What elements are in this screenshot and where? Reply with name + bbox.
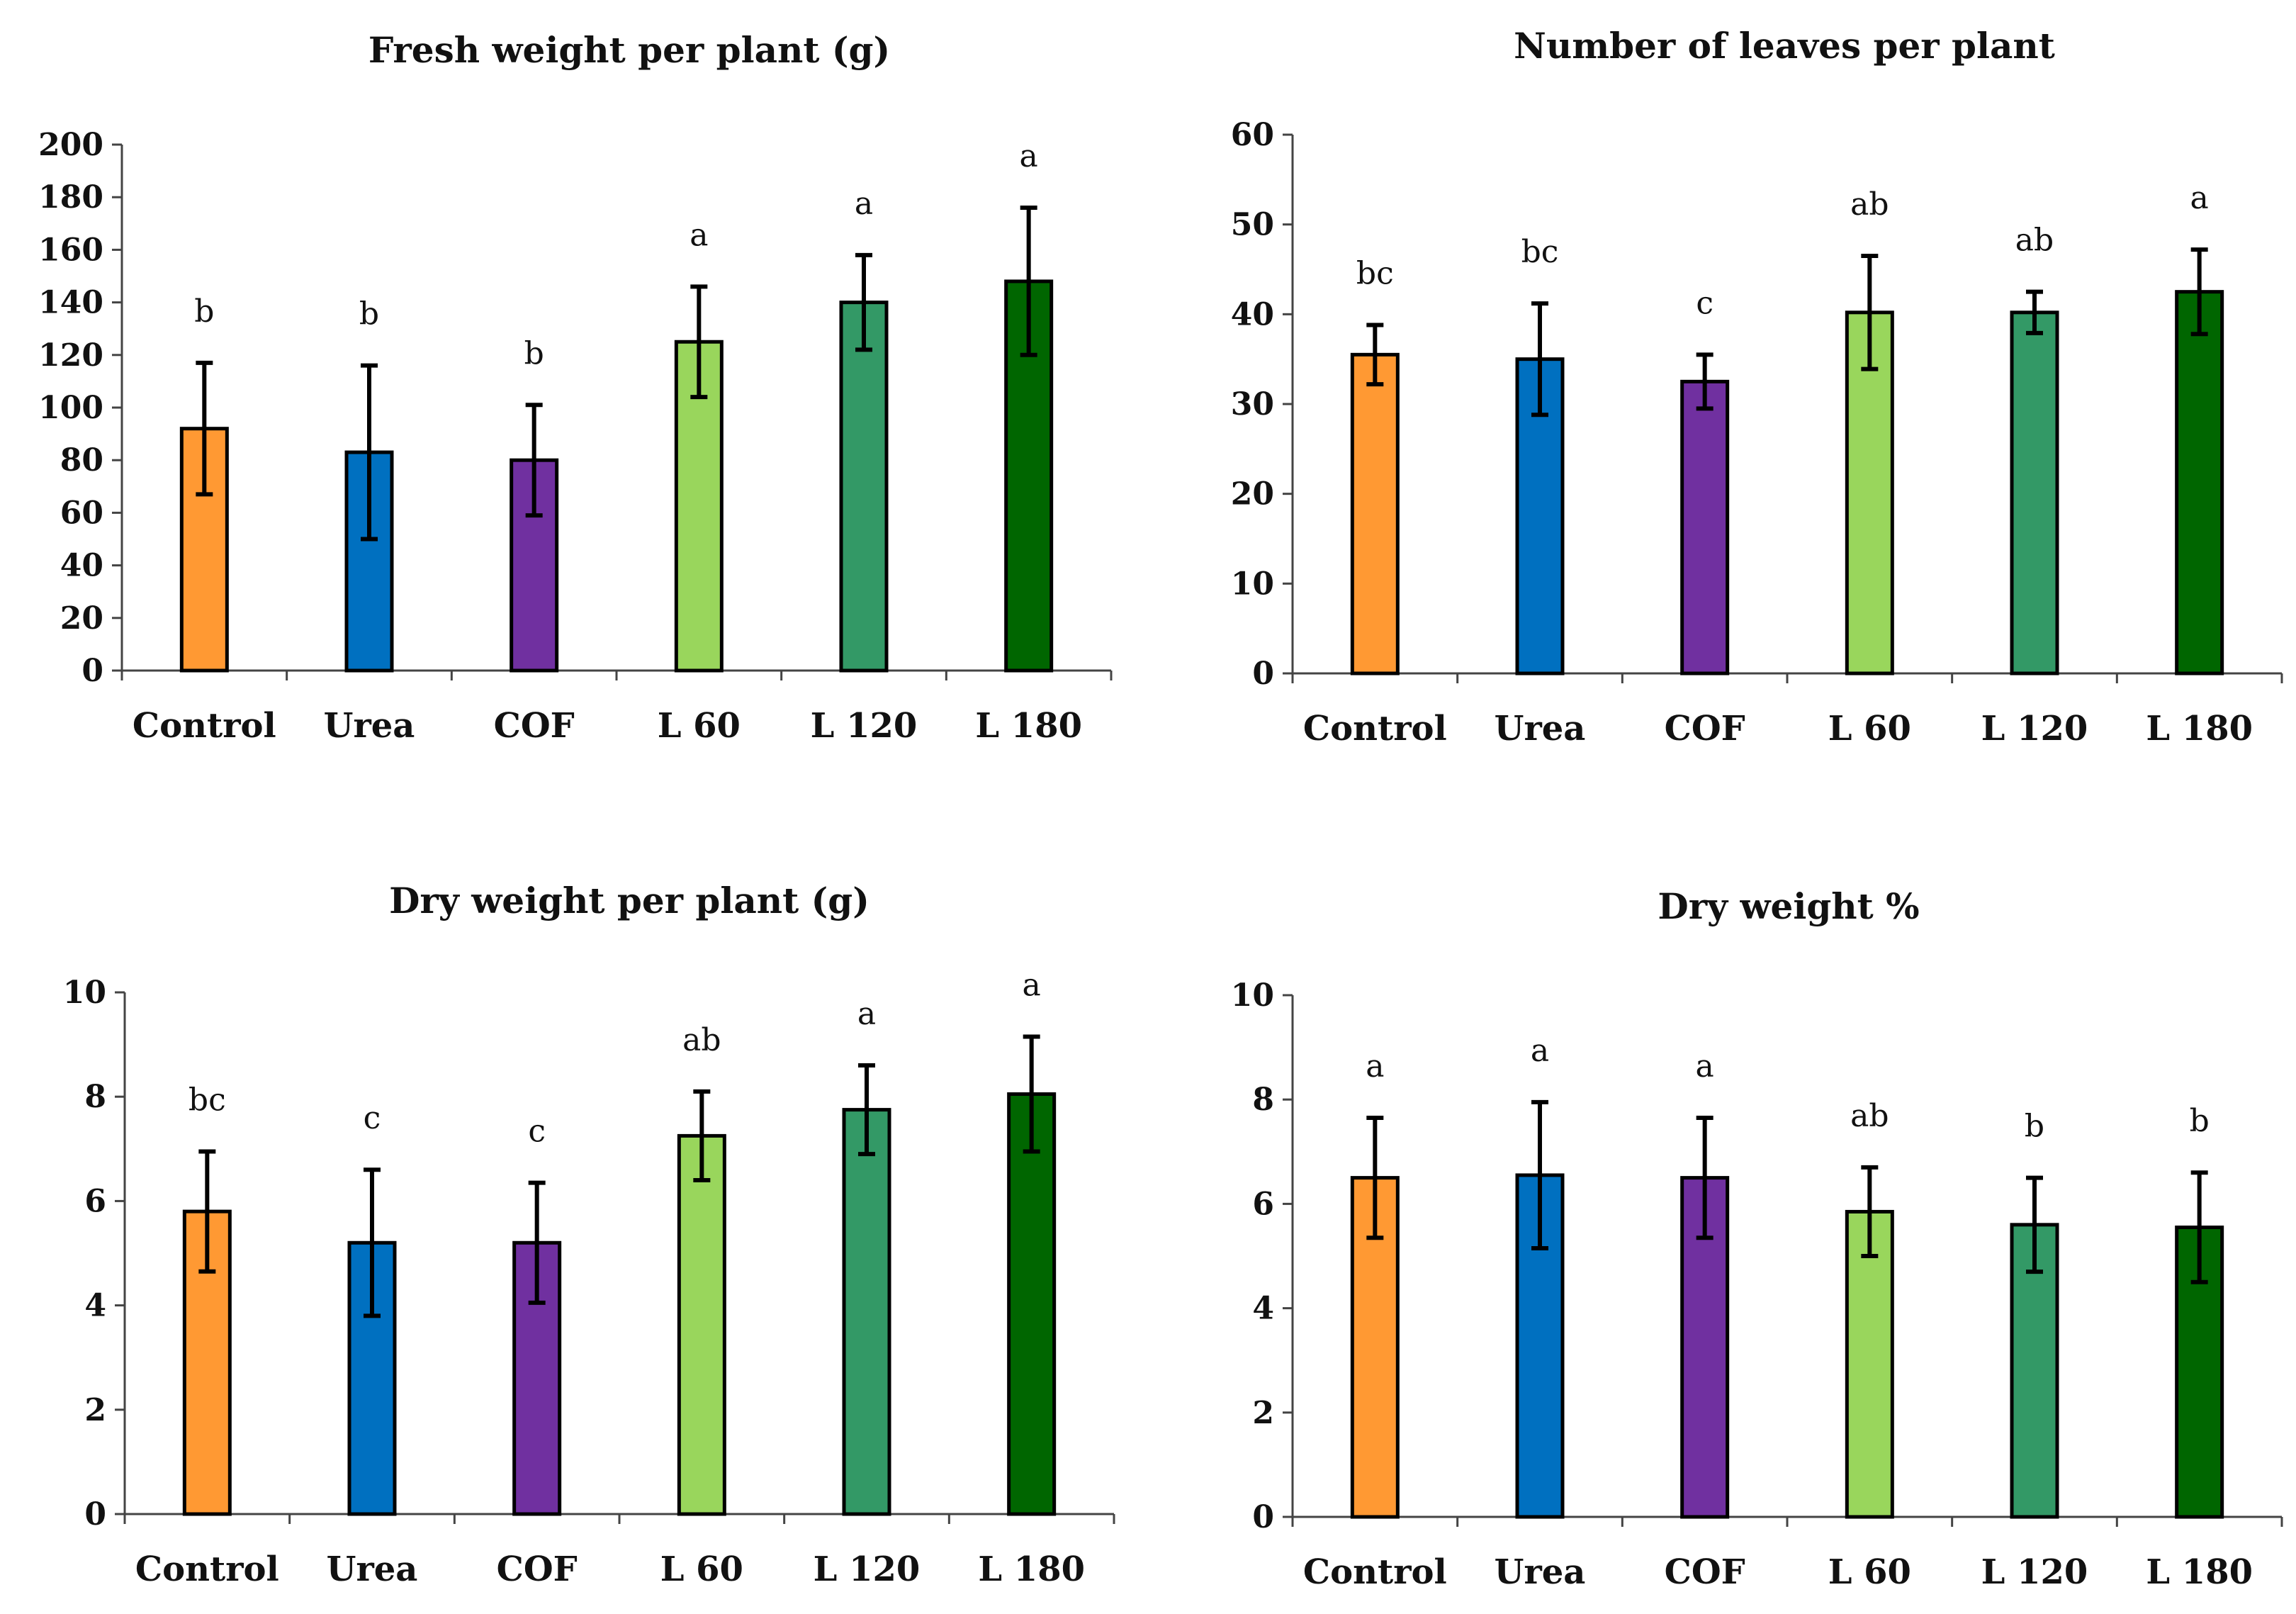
y-tick-label: 0 — [1252, 656, 1274, 692]
x-tick-label: L 60 — [1828, 1552, 1911, 1592]
chart-title: Number of leaves per plant — [1514, 25, 2055, 67]
y-tick-label: 10 — [1231, 977, 1274, 1014]
bar-cof — [1680, 379, 1730, 676]
x-tick-label: L 60 — [660, 1549, 743, 1589]
significance-letter: b — [524, 335, 544, 371]
significance-letter: bc — [1356, 256, 1394, 292]
significance-letter: a — [1366, 1048, 1384, 1085]
y-tick-label: 20 — [60, 600, 103, 637]
chart-fresh-weight: Fresh weight per plant (g) 0 20 40 60 80 100 12… — [38, 29, 1113, 746]
y-tick-label: 6 — [84, 1183, 106, 1219]
x-tick-label: L 180 — [2146, 1552, 2253, 1592]
significance-letter: c — [364, 1100, 381, 1136]
x-tick-label: L 120 — [814, 1549, 921, 1589]
x-tick-label: L 120 — [1981, 709, 2088, 749]
x-tick-label: Control — [1303, 709, 1447, 749]
y-tick-label: 80 — [60, 442, 103, 478]
y-tick-label: 200 — [38, 127, 103, 163]
y-tick-label: 2 — [1252, 1395, 1274, 1431]
y-tick-label: 60 — [1231, 117, 1274, 153]
significance-letter: ab — [1850, 186, 1889, 223]
x-tick-label: Control — [133, 706, 276, 746]
significance-letter: a — [855, 186, 873, 222]
bar-control — [1350, 352, 1400, 676]
y-tick-label: 6 — [1252, 1186, 1274, 1222]
y-tick-label: 4 — [1252, 1291, 1274, 1327]
significance-letter: a — [690, 217, 708, 253]
bar-l-120 — [2010, 310, 2059, 676]
y-tick-label: 10 — [1231, 566, 1274, 602]
y-tick-label: 0 — [81, 653, 103, 689]
significance-letter: b — [2190, 1103, 2210, 1139]
x-tick-label: L 120 — [1981, 1552, 2088, 1592]
x-tick-label: Urea — [1495, 709, 1586, 749]
y-tick-label: 40 — [60, 548, 103, 584]
y-tick-label: 30 — [1231, 386, 1274, 422]
chart-title: Dry weight per plant (g) — [389, 880, 870, 921]
x-tick-label: Urea — [1495, 1552, 1586, 1592]
significance-letter: ab — [1850, 1098, 1889, 1134]
bar-l-180 — [2175, 290, 2224, 676]
x-tick-label: L 180 — [978, 1549, 1085, 1589]
x-tick-label: L 60 — [1828, 709, 1911, 749]
y-tick-label: 60 — [60, 495, 103, 531]
y-tick-label: 50 — [1231, 207, 1274, 243]
bar-l-120 — [839, 301, 889, 673]
x-tick-label: Urea — [327, 1549, 418, 1589]
significance-letter: b — [359, 296, 379, 332]
significance-letter: b — [194, 293, 214, 330]
bar-urea — [1515, 1173, 1565, 1519]
bar-l-180 — [1007, 1092, 1057, 1516]
y-tick-label: 2 — [84, 1392, 106, 1428]
chart-leaves: Number of leaves per plant 0 10 20 30 40 50 60 b… — [1231, 25, 2283, 749]
x-tick-label: Control — [135, 1549, 279, 1589]
significance-letter: a — [2190, 180, 2209, 216]
y-tick-label: 20 — [1231, 476, 1274, 512]
y-tick-label: 140 — [38, 285, 103, 321]
chart-dry-weight: Dry weight per plant (g) 0 2 4 6 8 10 bc Control… — [63, 880, 1115, 1589]
x-tick-label: L 180 — [975, 706, 1082, 746]
y-tick-label: 40 — [1231, 296, 1274, 332]
y-tick-label: 100 — [38, 390, 103, 426]
significance-letter: a — [1696, 1048, 1714, 1085]
significance-letter: ab — [682, 1022, 721, 1058]
significance-letter: a — [1020, 138, 1038, 174]
chart-dry-weight-pct: Dry weight % 0 2 4 6 8 10 a Control a Urea a COF ab L … — [1231, 885, 2283, 1592]
y-tick-label: 8 — [84, 1079, 106, 1115]
significance-letter: bc — [188, 1082, 226, 1118]
significance-letter: a — [857, 996, 876, 1032]
bar-cof — [510, 458, 559, 673]
significance-letter: ab — [2015, 223, 2054, 259]
y-tick-label: 0 — [84, 1496, 106, 1532]
y-tick-label: 160 — [38, 232, 103, 268]
x-tick-label: COF — [1665, 709, 1745, 749]
x-tick-label: COF — [494, 706, 575, 746]
y-tick-label: 0 — [1252, 1499, 1274, 1535]
y-tick-label: 10 — [63, 975, 106, 1011]
y-tick-label: 4 — [84, 1288, 106, 1324]
bar-l-60 — [1845, 1209, 1894, 1519]
chart-title: Dry weight % — [1658, 885, 1919, 927]
significance-letter: a — [1023, 968, 1041, 1004]
bar-l-60 — [677, 1133, 726, 1516]
x-tick-label: COF — [497, 1549, 578, 1589]
x-tick-label: L 60 — [658, 706, 741, 746]
significance-letter: a — [1531, 1033, 1549, 1069]
chart-title: Fresh weight per plant (g) — [368, 29, 890, 71]
x-tick-label: Control — [1303, 1552, 1447, 1592]
significance-letter: c — [528, 1114, 546, 1150]
y-tick-label: 8 — [1252, 1082, 1274, 1118]
y-tick-label: 120 — [38, 337, 103, 374]
bar-l-60 — [1845, 310, 1894, 676]
significance-letter: bc — [1521, 234, 1559, 270]
x-tick-label: COF — [1665, 1552, 1745, 1592]
significance-letter: b — [2025, 1109, 2044, 1145]
x-tick-label: Urea — [324, 706, 415, 746]
bar-l-120 — [842, 1108, 891, 1516]
x-tick-label: L 120 — [811, 706, 918, 746]
y-tick-label: 180 — [38, 179, 103, 215]
x-tick-label: L 180 — [2146, 709, 2253, 749]
significance-letter: c — [1696, 285, 1713, 321]
